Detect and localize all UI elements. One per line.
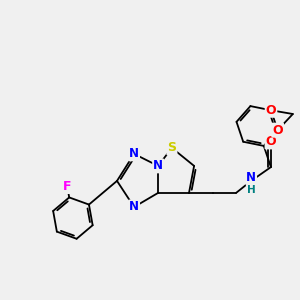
Text: F: F	[63, 180, 71, 193]
Text: N: N	[246, 171, 256, 184]
Text: N: N	[153, 159, 163, 172]
Text: N: N	[129, 200, 139, 214]
Text: O: O	[272, 124, 283, 137]
Text: O: O	[266, 135, 276, 148]
Text: S: S	[167, 141, 176, 154]
Text: N: N	[129, 147, 139, 161]
Text: H: H	[247, 185, 256, 195]
Text: O: O	[266, 104, 276, 117]
